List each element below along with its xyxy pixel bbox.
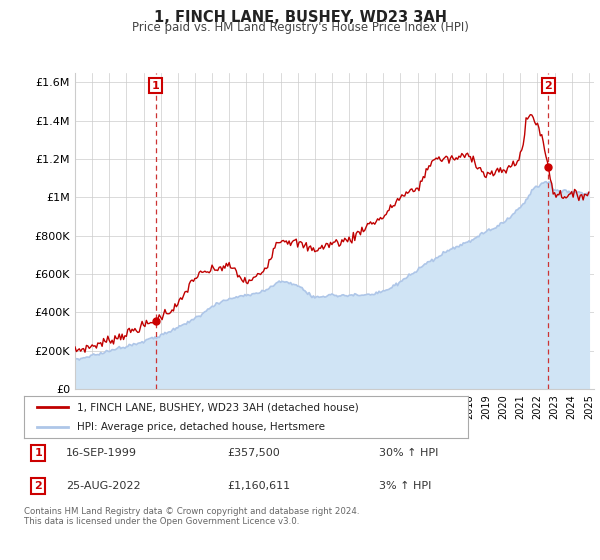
Text: 2: 2 [545, 81, 553, 91]
Text: £357,500: £357,500 [227, 448, 280, 458]
Text: £1,160,611: £1,160,611 [227, 481, 290, 491]
Text: HPI: Average price, detached house, Hertsmere: HPI: Average price, detached house, Hert… [77, 422, 325, 432]
Text: 1: 1 [34, 448, 42, 458]
Text: 30% ↑ HPI: 30% ↑ HPI [379, 448, 439, 458]
Text: 1: 1 [152, 81, 160, 91]
Text: 3% ↑ HPI: 3% ↑ HPI [379, 481, 431, 491]
Text: 2: 2 [34, 481, 42, 491]
Text: Price paid vs. HM Land Registry's House Price Index (HPI): Price paid vs. HM Land Registry's House … [131, 21, 469, 34]
Text: Contains HM Land Registry data © Crown copyright and database right 2024.
This d: Contains HM Land Registry data © Crown c… [24, 507, 359, 526]
Text: 1, FINCH LANE, BUSHEY, WD23 3AH (detached house): 1, FINCH LANE, BUSHEY, WD23 3AH (detache… [77, 402, 359, 412]
Text: 1, FINCH LANE, BUSHEY, WD23 3AH: 1, FINCH LANE, BUSHEY, WD23 3AH [154, 10, 446, 25]
Text: 25-AUG-2022: 25-AUG-2022 [66, 481, 141, 491]
Text: 16-SEP-1999: 16-SEP-1999 [66, 448, 137, 458]
